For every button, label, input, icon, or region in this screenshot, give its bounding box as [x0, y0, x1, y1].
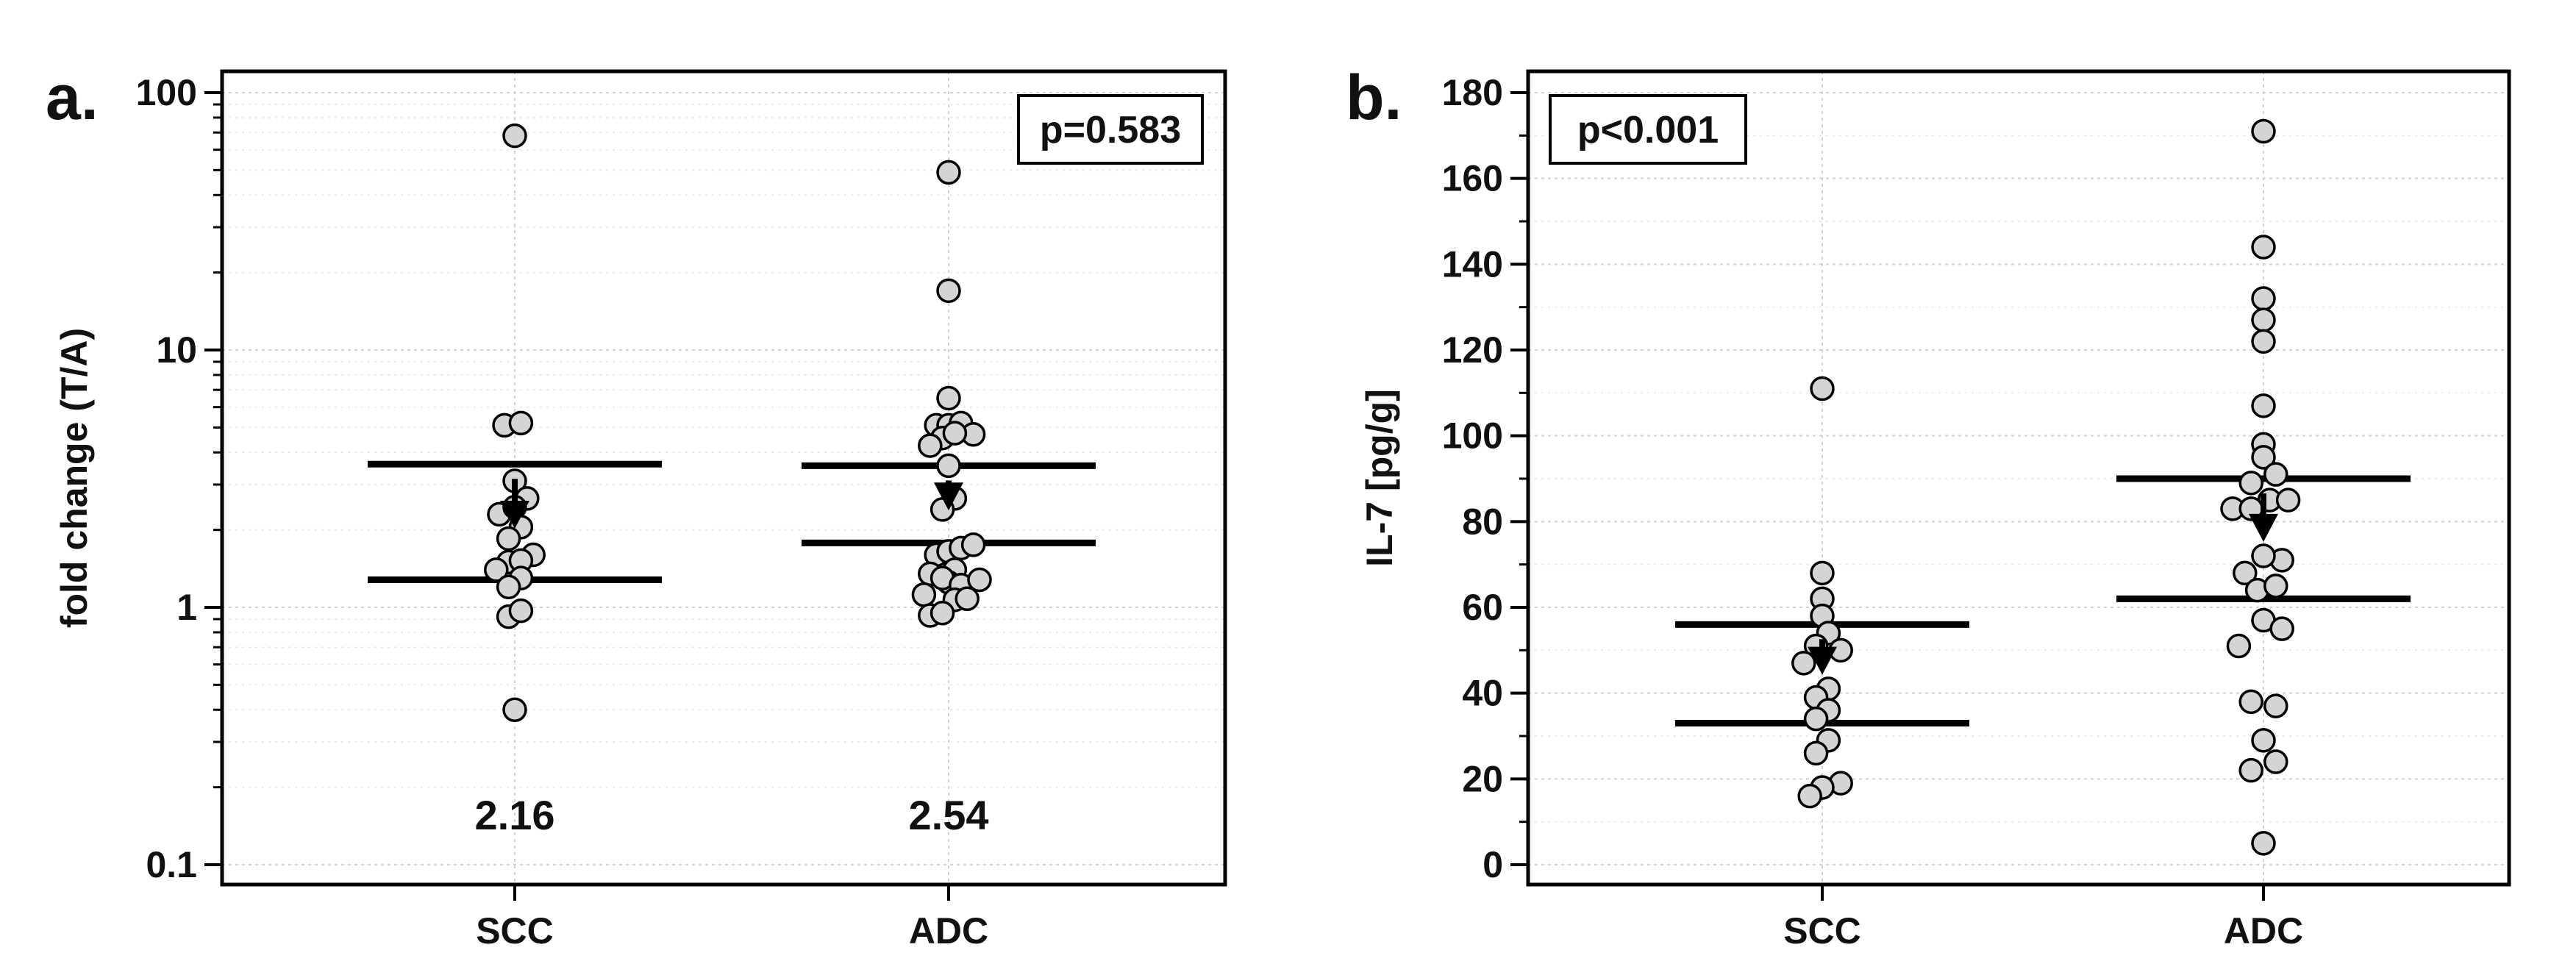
p-value-label: p<0.001	[1577, 109, 1719, 151]
data-point	[2251, 307, 2276, 332]
data-point	[918, 433, 943, 458]
data-point	[2269, 616, 2294, 641]
panel-letter: a.	[46, 63, 99, 133]
panel-b: 0 20 40 60 80 100 120 140 160 180 SCC ADC IL-7 [pg/g…	[1346, 63, 2511, 951]
median-marker	[500, 500, 529, 529]
data-point	[2251, 445, 2276, 470]
data-point	[1803, 706, 1829, 732]
data-point	[2251, 728, 2276, 753]
median-marker	[934, 482, 963, 511]
x-tick-label: SCC	[1783, 910, 1861, 951]
data-point	[2238, 689, 2263, 715]
median-label: 2.54	[909, 792, 989, 838]
y-tick-label: 100	[136, 72, 197, 113]
median-label: 2.16	[475, 792, 555, 838]
y-tick-label: 180	[1442, 72, 1503, 113]
p-value-box	[1017, 94, 1204, 165]
y-tick-label: 100	[1442, 415, 1503, 457]
data-point	[502, 123, 527, 149]
data-point	[942, 421, 968, 446]
data-point	[2263, 693, 2288, 718]
data-point	[2251, 831, 2276, 856]
x-tick-label: ADC	[2224, 910, 2303, 951]
y-axis-title: fold change (T/A)	[54, 328, 95, 628]
data-point	[496, 526, 521, 551]
y-tick-label: 160	[1442, 158, 1503, 199]
y-tick-label: 60	[1462, 587, 1503, 628]
data-point	[2263, 749, 2288, 774]
y-tick-label: 1	[176, 587, 197, 628]
y-tick-label: 0	[1483, 844, 1503, 885]
data-point	[936, 278, 961, 304]
data-point	[936, 453, 961, 479]
data-point	[1797, 783, 1822, 809]
y-tick-label: 140	[1442, 243, 1503, 285]
data-point	[1810, 376, 1835, 401]
data-point	[2238, 757, 2263, 783]
panel-letter: b.	[1346, 63, 1402, 133]
x-tick-label: SCC	[476, 910, 554, 951]
data-point	[2233, 560, 2258, 586]
data-point	[2263, 462, 2288, 487]
data-point	[2251, 118, 2276, 144]
data-point	[508, 598, 534, 624]
y-tick-label: 20	[1462, 758, 1503, 799]
data-point	[2251, 235, 2276, 260]
y-axis-title: IL-7 [pg/g]	[1359, 389, 1400, 567]
y-tick-label: 80	[1462, 501, 1503, 542]
data-point	[496, 574, 521, 600]
y-tick-label: 120	[1442, 329, 1503, 371]
data-point	[936, 160, 961, 185]
data-point	[2251, 393, 2276, 418]
data-point	[2226, 633, 2252, 659]
data-point	[484, 557, 509, 582]
data-point	[967, 567, 992, 593]
plot-frame	[1526, 69, 2511, 887]
data-point	[2251, 286, 2276, 311]
y-tick-label: 40	[1462, 673, 1503, 714]
data-point	[960, 532, 986, 557]
data-point	[2263, 574, 2288, 599]
data-point	[936, 385, 961, 411]
panel-a: 0.1 1 10 100 SCC ADC fold change (T/A) a. 2.16 2.…	[46, 63, 1227, 951]
y-tick-label: 0.1	[146, 844, 197, 885]
data-point	[1791, 651, 1816, 676]
data-point	[1810, 560, 1835, 586]
data-point	[2238, 471, 2263, 496]
x-tick-label: ADC	[909, 910, 988, 951]
data-point	[955, 586, 980, 612]
p-value-label: p=0.583	[1040, 109, 1181, 151]
data-point	[502, 697, 527, 723]
data-point	[2275, 488, 2301, 512]
data-point	[930, 601, 955, 626]
plot-frame	[220, 69, 1227, 887]
y-tick-label: 10	[156, 329, 197, 371]
data-point	[1803, 740, 1829, 766]
data-point	[2251, 543, 2276, 568]
p-value-box	[1549, 94, 1747, 165]
median-marker	[1808, 646, 1837, 675]
data-point	[911, 582, 937, 607]
plot-area	[222, 71, 1225, 885]
data-point	[508, 410, 534, 436]
median-marker	[2249, 513, 2278, 542]
data-point	[2251, 329, 2276, 354]
